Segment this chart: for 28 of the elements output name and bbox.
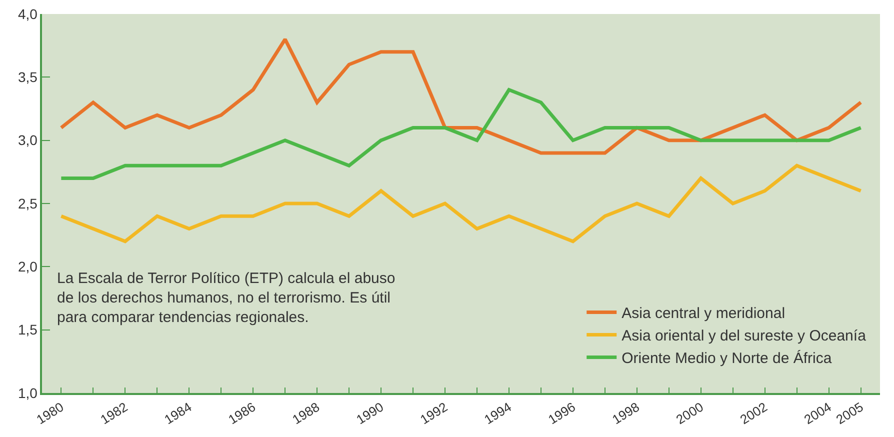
x-tick-label: 1986 [226,399,258,428]
x-tick-label: 2004 [801,399,834,428]
x-tick-label: 1992 [418,399,450,428]
legend-label: Asia oriental y del sureste y Oceanía [622,328,867,345]
legend-label: Oriente Medio y Norte de África [622,349,832,368]
y-tick-label: 3,0 [18,132,38,148]
x-tick-label: 2005 [833,399,866,428]
x-tick-label: 1998 [609,399,642,428]
y-tick-label: 4,0 [18,6,38,22]
line-series [59,38,863,155]
x-tick-label: 2002 [737,399,770,428]
x-tick-label: 1994 [482,399,514,428]
y-tick-label: 2,5 [18,195,38,212]
x-tick-label: 1990 [354,399,386,428]
y-tick-label: 2,0 [18,258,38,275]
x-tick-label: 1982 [98,399,130,428]
y-tick-label: 1,0 [18,384,38,401]
x-tick-label: 1980 [34,399,66,428]
y-tick-label: 3,5 [18,69,38,86]
x-tick-label: 2000 [673,399,706,428]
legend-label: Asia central y meridional [622,305,786,322]
line-series [59,164,863,244]
y-tick-label: 1,5 [18,322,38,338]
line-series [59,88,863,180]
x-tick-label: 1996 [546,399,578,428]
x-tick-label: 1984 [162,399,194,428]
annotation: La Escala de Terror Político (ETP) calcula el abuso de los derechos humanos, no el terrorismo. Es útil para comparar tendencias regionales. [57,270,396,326]
x-tick-label: 1988 [290,399,322,428]
